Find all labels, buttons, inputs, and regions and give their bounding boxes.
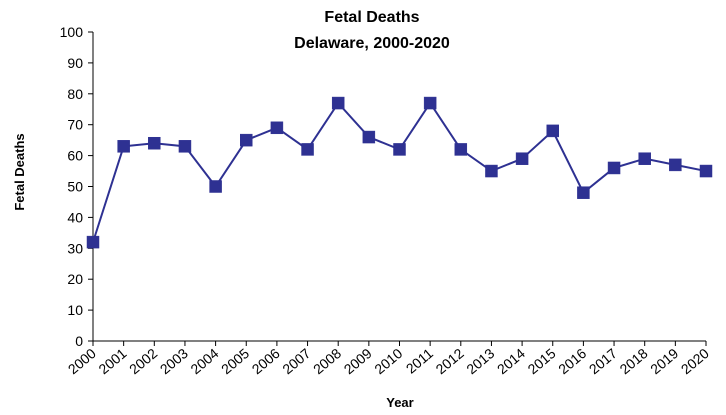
- y-tick-label: 10: [67, 302, 83, 318]
- data-point-2000: [86, 235, 100, 249]
- x-tick-label: 2009: [341, 345, 375, 377]
- data-point-2009: [362, 130, 376, 144]
- x-tick-label: 2015: [525, 345, 559, 377]
- data-point-2019: [669, 158, 682, 172]
- chart-title: Fetal Deaths: [324, 9, 419, 26]
- data-point-2017: [607, 161, 621, 175]
- x-ticks: 2000200120022003200420052006200720082009…: [65, 341, 712, 377]
- y-tick-label: 100: [60, 24, 84, 40]
- x-tick-label: 2000: [65, 345, 99, 377]
- x-tick-label: 2001: [95, 345, 129, 377]
- data-point-2013: [485, 164, 498, 178]
- data-point-2018: [638, 152, 651, 165]
- data-point-2016: [577, 186, 590, 199]
- data-point-2020: [699, 164, 713, 178]
- data-point-2003: [178, 140, 192, 153]
- x-tick-label: 2002: [126, 345, 160, 377]
- data-point-2006: [270, 121, 284, 135]
- data-point-2004: [209, 180, 222, 193]
- data-point-2008: [331, 96, 345, 110]
- data-point-2012: [454, 143, 468, 156]
- x-tick-label: 2019: [647, 345, 681, 377]
- x-tick-label: 2004: [187, 345, 221, 377]
- y-ticks: 0 10 20 30 40 50 60 70 80 90 100: [60, 24, 93, 349]
- x-tick-label: 2003: [157, 345, 191, 377]
- y-tick-label: 90: [67, 55, 83, 71]
- x-tick-label: 2005: [218, 345, 252, 377]
- y-tick-label: 60: [67, 148, 83, 164]
- x-tick-label: 2013: [463, 345, 497, 377]
- x-tick-label: 2012: [433, 345, 467, 377]
- x-tick-label: 2014: [494, 345, 528, 377]
- x-tick-label: 2008: [310, 345, 344, 377]
- x-axis-label: Year: [386, 395, 413, 410]
- y-tick-label: 50: [67, 179, 83, 195]
- data-point-2014: [515, 152, 529, 165]
- data-markers: [86, 96, 713, 249]
- x-tick-label: 2016: [555, 345, 589, 377]
- data-point-2007: [301, 143, 314, 156]
- y-tick-label: 30: [67, 240, 83, 256]
- x-tick-label: 2010: [371, 345, 405, 377]
- x-tick-label: 2017: [586, 345, 620, 377]
- data-point-2002: [148, 136, 161, 150]
- data-point-2011: [423, 96, 437, 110]
- y-tick-label: 40: [67, 209, 83, 225]
- x-tick-label: 2020: [678, 345, 712, 377]
- y-tick-label: 20: [67, 271, 83, 287]
- data-point-2010: [393, 143, 406, 156]
- x-tick-label: 2018: [616, 345, 650, 377]
- y-tick-label: 80: [67, 86, 83, 102]
- y-axis-label: Fetal Deaths: [12, 133, 27, 210]
- data-point-2001: [117, 140, 130, 153]
- y-tick-label: 0: [75, 333, 83, 349]
- x-tick-label: 2006: [249, 345, 283, 377]
- chart-subtitle: Delaware, 2000-2020: [294, 35, 450, 52]
- data-point-2015: [546, 124, 559, 138]
- x-tick-label: 2011: [403, 345, 437, 377]
- data-point-2005: [240, 133, 253, 147]
- y-tick-label: 70: [67, 117, 83, 133]
- x-tick-label: 2007: [279, 345, 313, 377]
